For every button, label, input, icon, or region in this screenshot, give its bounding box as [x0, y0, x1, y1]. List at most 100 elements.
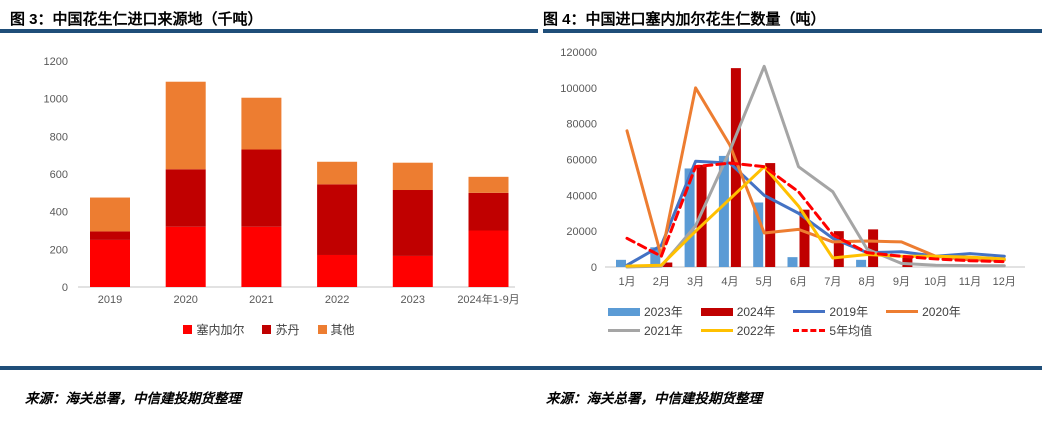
stack-segment-塞内加尔 [241, 226, 282, 287]
stack-segment-塞内加尔 [468, 230, 509, 287]
x-tick-label: 2023 [401, 294, 425, 306]
bar-2023年 [650, 247, 661, 267]
figure4-legend-row2: 2021年 2022年 5年均值 [543, 322, 1042, 339]
x-tick-label: 2022 [325, 294, 349, 306]
legend-label: 2022年 [736, 324, 776, 338]
y-tick-label: 80000 [566, 119, 597, 131]
legend-item-2019年: 2019年 [793, 303, 868, 320]
x-tick-label: 2月 [653, 276, 670, 288]
x-tick-label: 3月 [687, 276, 704, 288]
line-5年均值 [625, 161, 1006, 264]
y-tick-label: 1000 [44, 94, 68, 106]
legend-label: 苏丹 [275, 323, 300, 337]
figure4-panel: 图 4：中国进口塞内加尔花生仁数量（吨） 0 20000 40000 60000 800… [543, 0, 1042, 366]
legend-item-其他: 其他 [317, 321, 355, 338]
line-2022年 [625, 165, 1006, 268]
x-tick-label: 4月 [721, 276, 738, 288]
figure3-title: 图 3：中国花生仁进口来源地（千吨） [0, 0, 538, 33]
bar-2023年 [616, 259, 626, 267]
legend-item-苏丹: 苏丹 [262, 321, 300, 338]
legend-swatch-icon [262, 325, 272, 334]
bottom-rule [0, 366, 1042, 370]
x-tick-label: 2019 [98, 294, 122, 306]
x-tick-label: 5月 [756, 276, 773, 288]
figure3-source: 来源：海关总署，中信建投期货整理 [25, 391, 241, 406]
legend-item-2023年: 2023年 [608, 303, 683, 320]
legend-label: 2020年 [922, 305, 961, 319]
figure3-legend: 塞内加尔 苏丹 其他 [0, 321, 538, 338]
legend-item-5年均值: 5年均值 [793, 322, 872, 339]
y-tick-label: 0 [62, 282, 68, 294]
line-2021年 [625, 64, 1006, 269]
bar-2023年 [753, 202, 764, 267]
stack-segment-苏丹 [392, 190, 433, 256]
bar-2023年 [684, 168, 695, 267]
stack-segment-苏丹 [468, 192, 509, 231]
bar-2024年 [799, 209, 810, 267]
legend-label: 其他 [330, 323, 355, 337]
figure4-source: 来源：海关总署，中信建投期货整理 [546, 391, 762, 406]
legend-label: 2021年 [644, 324, 683, 338]
legend-swatch-icon [886, 310, 919, 313]
y-tick-label: 1200 [44, 56, 68, 68]
x-tick-label: 2021 [249, 294, 273, 306]
legend-item-2024年: 2024年 [700, 303, 776, 320]
y-tick-label: 400 [50, 207, 68, 219]
y-tick-label: 600 [50, 169, 68, 181]
x-tick-label: 12月 [993, 276, 1016, 288]
legend-label: 塞内加尔 [196, 323, 245, 337]
legend-swatch-icon [700, 329, 733, 332]
stack-segment-塞内加尔 [90, 239, 130, 287]
figure4-title: 图 4：中国进口塞内加尔花生仁数量（吨） [543, 0, 1042, 33]
x-tick-label: 9月 [893, 276, 910, 288]
legend-swatch-icon [608, 307, 640, 316]
y-tick-label: 120000 [560, 47, 597, 59]
bar-2024年 [868, 229, 879, 267]
stack-segment-其他 [392, 162, 433, 191]
figure3-panel: 图 3：中国花生仁进口来源地（千吨） 0 200 400 600 800 1000 1200… [0, 0, 538, 366]
figure3-chart: 0 200 400 600 800 1000 1200 2019 2020 2021 2022 202… [44, 56, 520, 306]
bar-2023年 [856, 259, 867, 267]
legend-item-2021年: 2021年 [608, 322, 683, 339]
legend-label: 2019年 [829, 305, 869, 319]
stack-segment-其他 [468, 176, 509, 193]
y-tick-label: 200 [50, 244, 68, 256]
bar-2024年 [902, 256, 913, 267]
legend-swatch-icon [317, 325, 327, 334]
x-tick-label: 2024年1-9月 [457, 292, 519, 306]
legend-label: 5年均值 [829, 324, 873, 338]
y-tick-label: 0 [591, 262, 597, 274]
legend-item-2022年: 2022年 [700, 322, 776, 339]
stack-segment-苏丹 [317, 184, 358, 255]
x-tick-label: 6月 [790, 276, 807, 288]
stack-segment-塞内加尔 [317, 254, 358, 287]
stack-segment-其他 [317, 161, 358, 185]
legend-swatch-icon [183, 325, 193, 334]
figure4-legend-row1: 2023年 2024年 2019年 2020年 [543, 303, 1042, 320]
stack-segment-其他 [241, 97, 282, 150]
stack-segment-苏丹 [90, 231, 130, 240]
y-tick-label: 20000 [566, 226, 597, 238]
bar-2023年 [718, 155, 729, 267]
legend-item-2020年: 2020年 [886, 303, 961, 320]
legend-label: 2023年 [644, 305, 683, 319]
x-tick-label: 10月 [924, 276, 947, 288]
legend-label: 2024年 [736, 305, 776, 319]
legend-swatch-icon [793, 329, 826, 332]
bar-2023年 [787, 257, 798, 267]
y-tick-label: 60000 [566, 155, 597, 167]
sources-row: 来源：海关总署，中信建投期货整理 来源：海关总署，中信建投期货整理 [0, 370, 1042, 407]
legend-swatch-icon [700, 307, 733, 316]
x-tick-label: 2020 [173, 294, 197, 306]
bar-2024年 [662, 262, 673, 267]
y-tick-label: 100000 [560, 83, 597, 95]
stack-segment-其他 [165, 81, 206, 170]
x-tick-label: 7月 [824, 276, 841, 288]
stack-segment-苏丹 [165, 169, 206, 227]
stack-segment-塞内加尔 [392, 255, 433, 287]
stack-segment-塞内加尔 [165, 226, 206, 287]
stack-segment-其他 [90, 197, 130, 232]
bar-2024年 [833, 231, 844, 267]
y-tick-label: 40000 [566, 190, 597, 202]
x-tick-label: 8月 [859, 276, 876, 288]
